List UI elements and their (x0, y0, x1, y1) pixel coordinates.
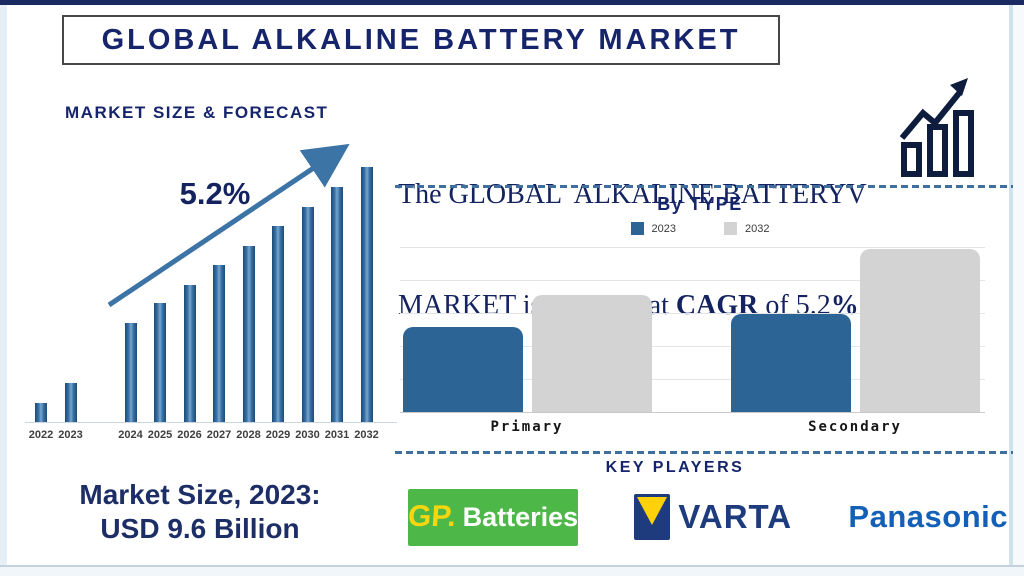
bytype-gridline (400, 313, 985, 314)
panasonic-logo: Panasonic (848, 499, 1008, 535)
forecast-year-label-2023: 2023 (58, 429, 83, 441)
forecast-year-label-2022: 2022 (28, 429, 54, 441)
bytype-gridline (400, 346, 985, 347)
forecast-year-label-2028: 2028 (236, 429, 261, 441)
forecast-bar-2024 (124, 323, 137, 422)
bytype-gridline (400, 379, 985, 380)
forecast-section-title: MARKET SIZE & FORECAST (65, 103, 329, 122)
forecast-bar-2030 (301, 207, 314, 422)
forecast-bar-2022 (35, 403, 47, 422)
bytype-legend: 2023 2032 (395, 222, 1005, 235)
bytype-bar-secondary-2023 (731, 314, 851, 412)
legend-label-2032: 2032 (745, 222, 770, 235)
bytype-bar-chart: Primary Secondary (400, 247, 985, 435)
gp-logo-suffix: Batteries (462, 501, 579, 532)
bytype-bar-secondary-2032 (860, 249, 980, 412)
forecast-year-label-2029: 2029 (265, 429, 291, 441)
forecast-bar-2028 (242, 246, 255, 422)
forecast-bar-2029 (272, 226, 284, 422)
legend-item-2023: 2023 (630, 222, 676, 235)
market-size-callout: Market Size, 2023: USD 9.6 Billion (15, 478, 385, 546)
page-bottom-margin (0, 567, 1024, 576)
dashed-divider-bottom (395, 451, 1013, 454)
page-top-border (0, 0, 1024, 5)
bytype-gridline (400, 280, 985, 281)
forecast-bar-2026 (183, 285, 196, 422)
forecast-bar-2025 (154, 303, 166, 422)
forecast-year-label-2024: 2024 (118, 429, 143, 441)
varta-logo: VARTA (634, 492, 792, 542)
market-size-line2: USD 9.6 Billion (100, 513, 300, 544)
forecast-year-label-2030: 2030 (295, 429, 320, 441)
growth-trend-arrow-icon (107, 143, 350, 308)
legend-item-2032: 2032 (724, 222, 769, 235)
gp-batteries-logo: GP. Batteries (406, 488, 579, 546)
forecast-year-label-2027: 2027 (206, 429, 232, 441)
forecast-bar-2031 (331, 187, 343, 422)
forecast-cagr-label: 5.2% (179, 176, 251, 211)
page-title: GLOBAL ALKALINE BATTERY MARKET (101, 23, 741, 56)
bytype-gridline (400, 247, 985, 248)
forecast-year-label-2031: 2031 (324, 429, 350, 441)
page-bottom-border (0, 565, 1024, 567)
forecast-year-label-2032: 2032 (354, 429, 379, 441)
bytype-category-label-secondary: Secondary (808, 419, 902, 435)
bar-chart-growth-icon (899, 78, 974, 177)
page-right-margin (1013, 0, 1024, 576)
market-size-line1: Market Size, 2023: (79, 479, 321, 510)
bytype-bar-primary-2032 (532, 295, 652, 412)
bytype-chart-title: By TYPE (657, 194, 743, 214)
legend-swatch-2032 (724, 222, 737, 235)
panasonic-logo-text: Panasonic (848, 499, 1008, 534)
forecast-bar-2032 (360, 167, 373, 422)
forecast-bar-2023 (64, 383, 77, 422)
forecast-year-label-2025: 2025 (147, 429, 173, 441)
forecast-year-label-2026: 2026 (177, 429, 202, 441)
key-players-logos: GP. Batteries VARTA Panasonic (406, 487, 1008, 547)
growth-statement-line1: The GLOBAL ALKALINE BATTERYV (398, 179, 867, 210)
page-right-border (1009, 0, 1013, 576)
varta-logo-text: VARTA (678, 498, 793, 535)
varta-v-icon (634, 494, 671, 540)
legend-label-2023: 2023 (651, 222, 676, 235)
bytype-gridline (400, 412, 985, 413)
title-banner: GLOBAL ALKALINE BATTERY MARKET (62, 15, 780, 65)
key-players-title: KEY PLAYERS (605, 459, 745, 476)
forecast-x-axis (25, 422, 397, 423)
bytype-category-label-primary: Primary (490, 419, 564, 435)
dashed-divider-top (395, 185, 1013, 188)
bytype-bar-primary-2023 (403, 327, 523, 412)
forecast-bar-2027 (213, 265, 225, 422)
gp-logo-prefix: GP. (406, 500, 457, 533)
legend-swatch-2023 (630, 222, 644, 235)
forecast-bar-chart: 2022 2023 2024 2025 2026 2027 2028 2029 2030 2031… (25, 140, 400, 450)
page-left-border (0, 0, 7, 576)
